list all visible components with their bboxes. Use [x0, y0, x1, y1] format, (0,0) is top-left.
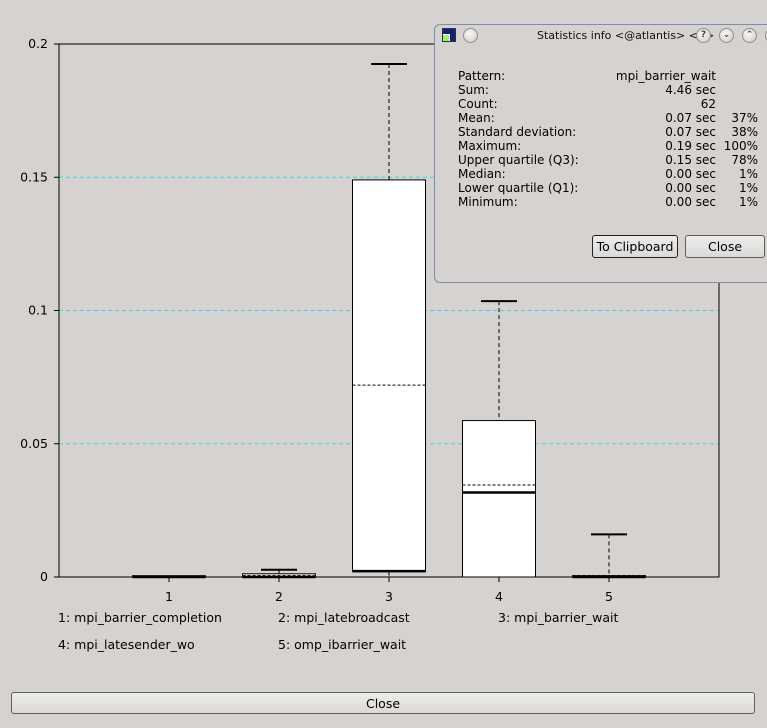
stat-label: Maximum:: [458, 139, 522, 153]
close-button[interactable]: Close: [11, 692, 755, 714]
maximize-icon[interactable]: ⌃: [742, 28, 757, 43]
stat-row: Sum: 4.46 sec: [458, 83, 758, 97]
y-tick-label: 0.15: [20, 169, 48, 184]
box: [462, 420, 536, 578]
stat-percent: 37%: [731, 111, 758, 125]
x-tick-label: 4: [495, 589, 503, 604]
app-icon: [442, 28, 456, 42]
pattern-value: mpi_barrier_wait: [615, 69, 716, 83]
x-tick-label: 5: [605, 589, 613, 604]
stat-label: Minimum:: [458, 195, 518, 209]
stat-row: Median: 0.00 sec 1%: [458, 167, 758, 181]
legend-item-1: 1: mpi_barrier_completion: [58, 610, 222, 625]
legend-item-4: 4: mpi_latesender_wo: [58, 637, 195, 652]
stat-percent: 78%: [731, 153, 758, 167]
y-tick-label: 0.2: [28, 36, 48, 51]
stat-row: Upper quartile (Q3): 0.15 sec 78%: [458, 153, 758, 167]
window-menu-icon[interactable]: [463, 28, 478, 43]
stat-row: Maximum: 0.19 sec 100%: [458, 139, 758, 153]
legend-item-3: 3: mpi_barrier_wait: [498, 610, 619, 625]
x-tick-label: 3: [385, 589, 393, 604]
stat-value: 4.46 sec: [665, 83, 716, 97]
minimize-icon[interactable]: ⌄: [719, 28, 734, 43]
stat-label: Mean:: [458, 111, 495, 125]
title-bar[interactable]: Statistics info <@atlantis> <2> ? ⌄ ⌃: [435, 25, 767, 47]
x-tick-label: 1: [165, 589, 173, 604]
box: [352, 179, 426, 573]
stat-row: Lower quartile (Q1): 0.00 sec 1%: [458, 181, 758, 195]
stat-percent: 100%: [723, 139, 758, 153]
stat-label: Upper quartile (Q3):: [458, 153, 579, 167]
statistics-table: Pattern: mpi_barrier_wait Sum: 4.46 sec Co…: [458, 69, 758, 209]
stat-value: 0.15 sec: [665, 153, 716, 167]
stat-row: Count: 62: [458, 97, 758, 111]
stat-percent: 1%: [738, 195, 758, 209]
y-tick-label: 0.1: [28, 303, 48, 318]
popup-close-button[interactable]: Close: [685, 235, 765, 258]
stat-value: 0.00 sec: [665, 181, 716, 195]
stat-label: Lower quartile (Q1):: [458, 181, 579, 195]
stat-label: Median:: [458, 167, 506, 181]
stat-row: Mean: 0.07 sec 37%: [458, 111, 758, 125]
pattern-row: Pattern: mpi_barrier_wait: [458, 69, 758, 83]
statistics-info-window: Statistics info <@atlantis> <2> ? ⌄ ⌃ Pa…: [434, 24, 767, 283]
stat-label: Count:: [458, 97, 498, 111]
legend-item-5: 5: omp_ibarrier_wait: [278, 637, 407, 652]
y-tick-label: 0: [40, 569, 48, 584]
to-clipboard-button[interactable]: To Clipboard: [592, 235, 678, 258]
stat-percent: 1%: [738, 181, 758, 195]
stat-value: 0.00 sec: [665, 167, 716, 181]
stat-percent: 38%: [731, 125, 758, 139]
stat-label: Standard deviation:: [458, 125, 577, 139]
stat-value: 0.19 sec: [665, 139, 716, 153]
stat-value: 0.07 sec: [665, 111, 716, 125]
stat-row: Standard deviation: 0.07 sec 38%: [458, 125, 758, 139]
stat-value: 0.00 sec: [665, 195, 716, 209]
stat-label: Sum:: [458, 83, 489, 97]
stat-value: 62: [700, 97, 716, 111]
y-tick-label: 0.05: [20, 436, 48, 451]
stat-row: Minimum: 0.00 sec 1%: [458, 195, 758, 209]
pattern-label: Pattern:: [458, 69, 506, 83]
stat-value: 0.07 sec: [665, 125, 716, 139]
window-title: Statistics info <@atlantis> <2>: [537, 29, 715, 42]
x-tick-label: 2: [275, 589, 283, 604]
help-icon[interactable]: ?: [696, 28, 711, 43]
legend-item-2: 2: mpi_latebroadcast: [278, 610, 410, 625]
stat-percent: 1%: [738, 167, 758, 181]
boxplot-chart: 0 0.05 0.1 0.15 0.2 1 2 3 4 5: [20, 36, 720, 604]
